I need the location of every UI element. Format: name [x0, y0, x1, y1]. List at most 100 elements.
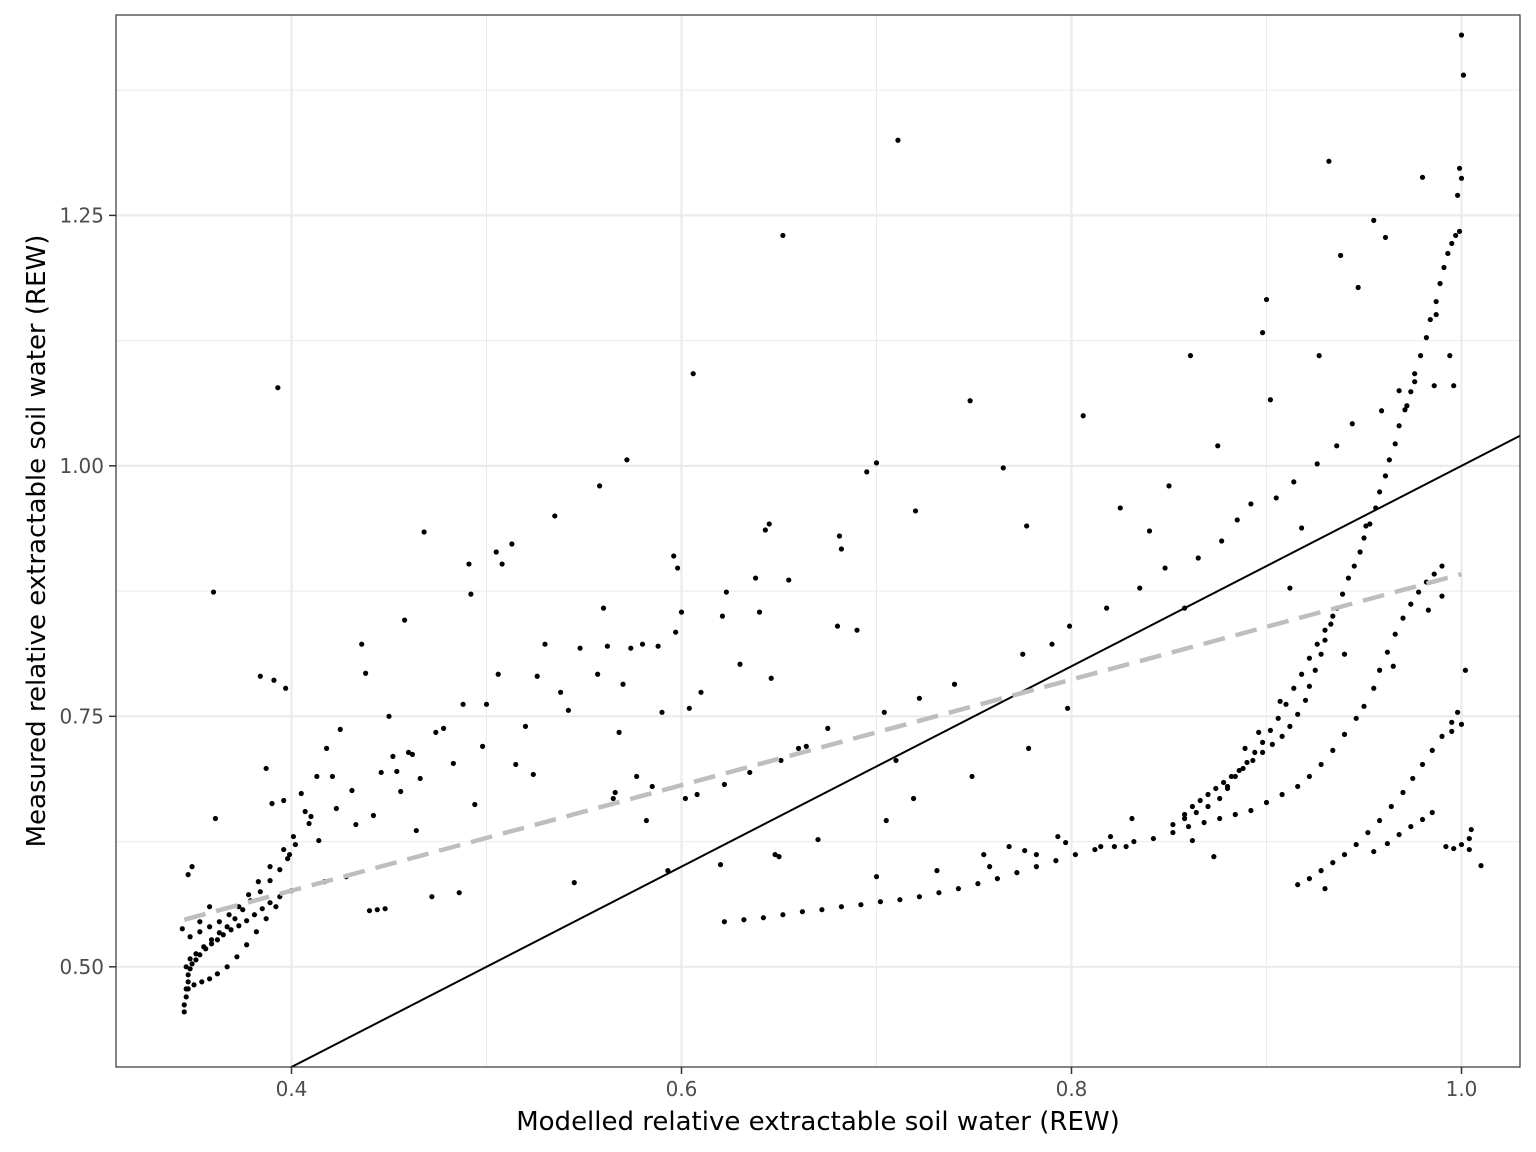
data-point: [417, 775, 423, 782]
data-point: [1371, 217, 1377, 223]
data-point: [776, 854, 782, 860]
data-point: [673, 629, 679, 635]
data-point: [263, 765, 269, 772]
data-point: [717, 862, 724, 868]
data-point: [1392, 441, 1398, 447]
data-point: [1384, 840, 1390, 847]
data-point: [967, 398, 973, 404]
data-point: [1242, 745, 1248, 751]
data-point: [234, 954, 240, 960]
data-point: [429, 894, 435, 900]
data-point: [1400, 615, 1406, 621]
data-point: [292, 841, 298, 848]
data-point: [1166, 483, 1172, 489]
data-point: [207, 904, 213, 910]
data-point: [1318, 868, 1324, 874]
data-point: [214, 937, 220, 943]
data-point: [1322, 886, 1328, 892]
data-point: [273, 904, 279, 910]
data-point: [1402, 407, 1408, 413]
data-point: [838, 904, 845, 910]
data-point: [1439, 733, 1445, 739]
data-point: [333, 805, 339, 812]
data-point: [285, 856, 291, 862]
data-point: [1185, 823, 1192, 830]
data-point: [183, 994, 189, 1000]
data-point: [780, 232, 786, 239]
data-point: [1291, 685, 1297, 691]
data-point: [912, 508, 919, 514]
data-point: [409, 751, 415, 758]
data-point: [772, 851, 778, 858]
data-point: [1408, 389, 1414, 395]
data-point: [1353, 715, 1359, 721]
data-point: [181, 1002, 187, 1008]
data-point: [1404, 403, 1410, 409]
data-point: [390, 753, 396, 760]
data-point: [1355, 284, 1361, 291]
data-point: [1256, 729, 1262, 735]
data-point: [1458, 32, 1465, 38]
identity-line: [289, 434, 1520, 1067]
data-point: [616, 729, 622, 735]
data-point: [185, 986, 191, 992]
data-point: [1412, 379, 1418, 385]
data-point: [1066, 623, 1073, 629]
data-point: [768, 675, 774, 681]
data-point: [1408, 601, 1414, 607]
data-point: [1386, 457, 1392, 463]
data-point: [1197, 797, 1203, 804]
data-point: [858, 902, 864, 908]
data-point: [1445, 250, 1451, 257]
data-point: [916, 894, 923, 900]
data-point: [825, 725, 831, 731]
data-point: [1022, 847, 1028, 854]
data-point: [1302, 697, 1309, 703]
data-point: [981, 851, 987, 858]
data-point: [737, 661, 743, 667]
data-point: [1371, 685, 1377, 691]
data-point: [207, 976, 213, 982]
data-point: [1433, 298, 1439, 305]
data-point: [1104, 605, 1110, 611]
data-point: [1392, 631, 1398, 637]
data-point: [756, 609, 763, 615]
data-point: [1460, 72, 1467, 78]
data-point: [694, 791, 700, 798]
data-point: [1026, 745, 1032, 751]
data-point: [766, 521, 772, 527]
data-point: [1248, 807, 1254, 814]
data-point: [1312, 667, 1318, 673]
data-point: [281, 797, 287, 804]
data-point: [277, 867, 283, 873]
data-point: [267, 878, 273, 884]
data-point: [189, 864, 195, 870]
data-point: [655, 643, 661, 649]
data-point: [873, 460, 880, 466]
data-point: [854, 627, 860, 633]
data-point: [224, 924, 230, 930]
data-point: [181, 1009, 187, 1015]
data-point: [1456, 228, 1463, 235]
data-point: [1252, 749, 1258, 756]
data-point: [1388, 803, 1394, 810]
data-point: [1123, 843, 1129, 850]
data-point: [433, 729, 439, 735]
data-point: [1219, 538, 1225, 544]
data-point: [1330, 613, 1336, 619]
data-point: [1240, 765, 1246, 772]
data-point: [1291, 479, 1297, 485]
data-point: [337, 726, 343, 732]
y-tick-label: 0.50: [59, 955, 104, 979]
data-point: [675, 565, 681, 571]
data-point: [542, 641, 548, 647]
data-point: [571, 880, 577, 886]
data-point: [456, 890, 462, 896]
data-point: [353, 821, 359, 828]
data-point: [1351, 563, 1357, 569]
data-point: [610, 795, 616, 802]
data-point: [1466, 835, 1472, 842]
data-point: [895, 137, 901, 143]
data-point: [643, 817, 650, 824]
